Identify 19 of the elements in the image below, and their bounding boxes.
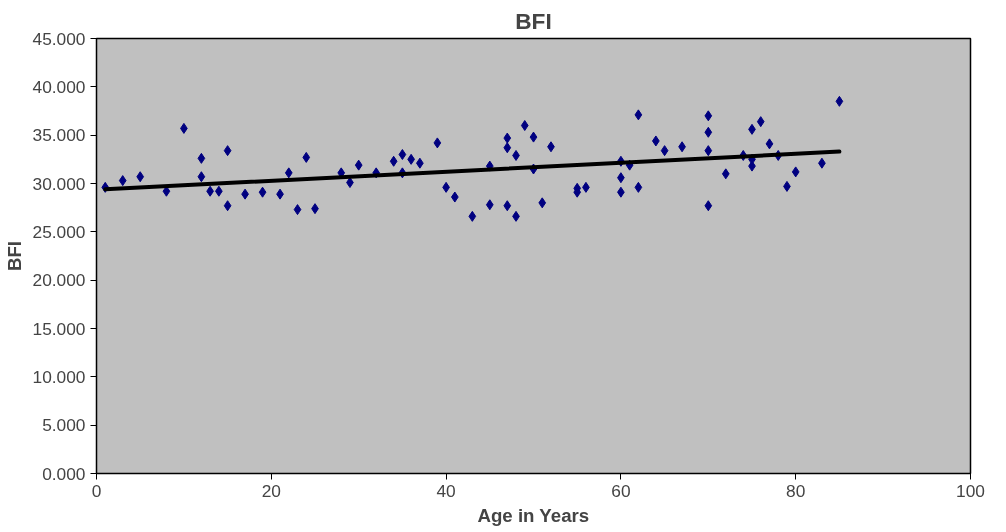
x-tick-label: 0 (91, 480, 102, 501)
x-tick-label: 60 (611, 480, 631, 501)
y-tick-label: 35.000 (32, 125, 86, 146)
y-tick-label: 30.000 (32, 173, 86, 194)
x-tick-label: 40 (436, 480, 456, 501)
chart-title: BFI (515, 7, 552, 34)
x-tick-label: 80 (786, 480, 806, 501)
x-axis-title: Age in Years (477, 504, 590, 526)
y-tick-label: 45.000 (32, 28, 86, 49)
y-tick-label: 20.000 (32, 270, 86, 291)
y-tick-label: 5.000 (42, 415, 86, 436)
x-tick-label: 100 (956, 480, 985, 501)
y-tick-label: 0.000 (42, 463, 86, 484)
y-tick-label: 40.000 (32, 76, 86, 97)
y-axis-title: BFI (3, 240, 25, 272)
x-tick-label: 20 (261, 480, 281, 501)
y-tick-label: 10.000 (32, 366, 86, 387)
y-tick-label: 25.000 (32, 221, 86, 242)
y-tick-label: 15.000 (32, 318, 86, 339)
